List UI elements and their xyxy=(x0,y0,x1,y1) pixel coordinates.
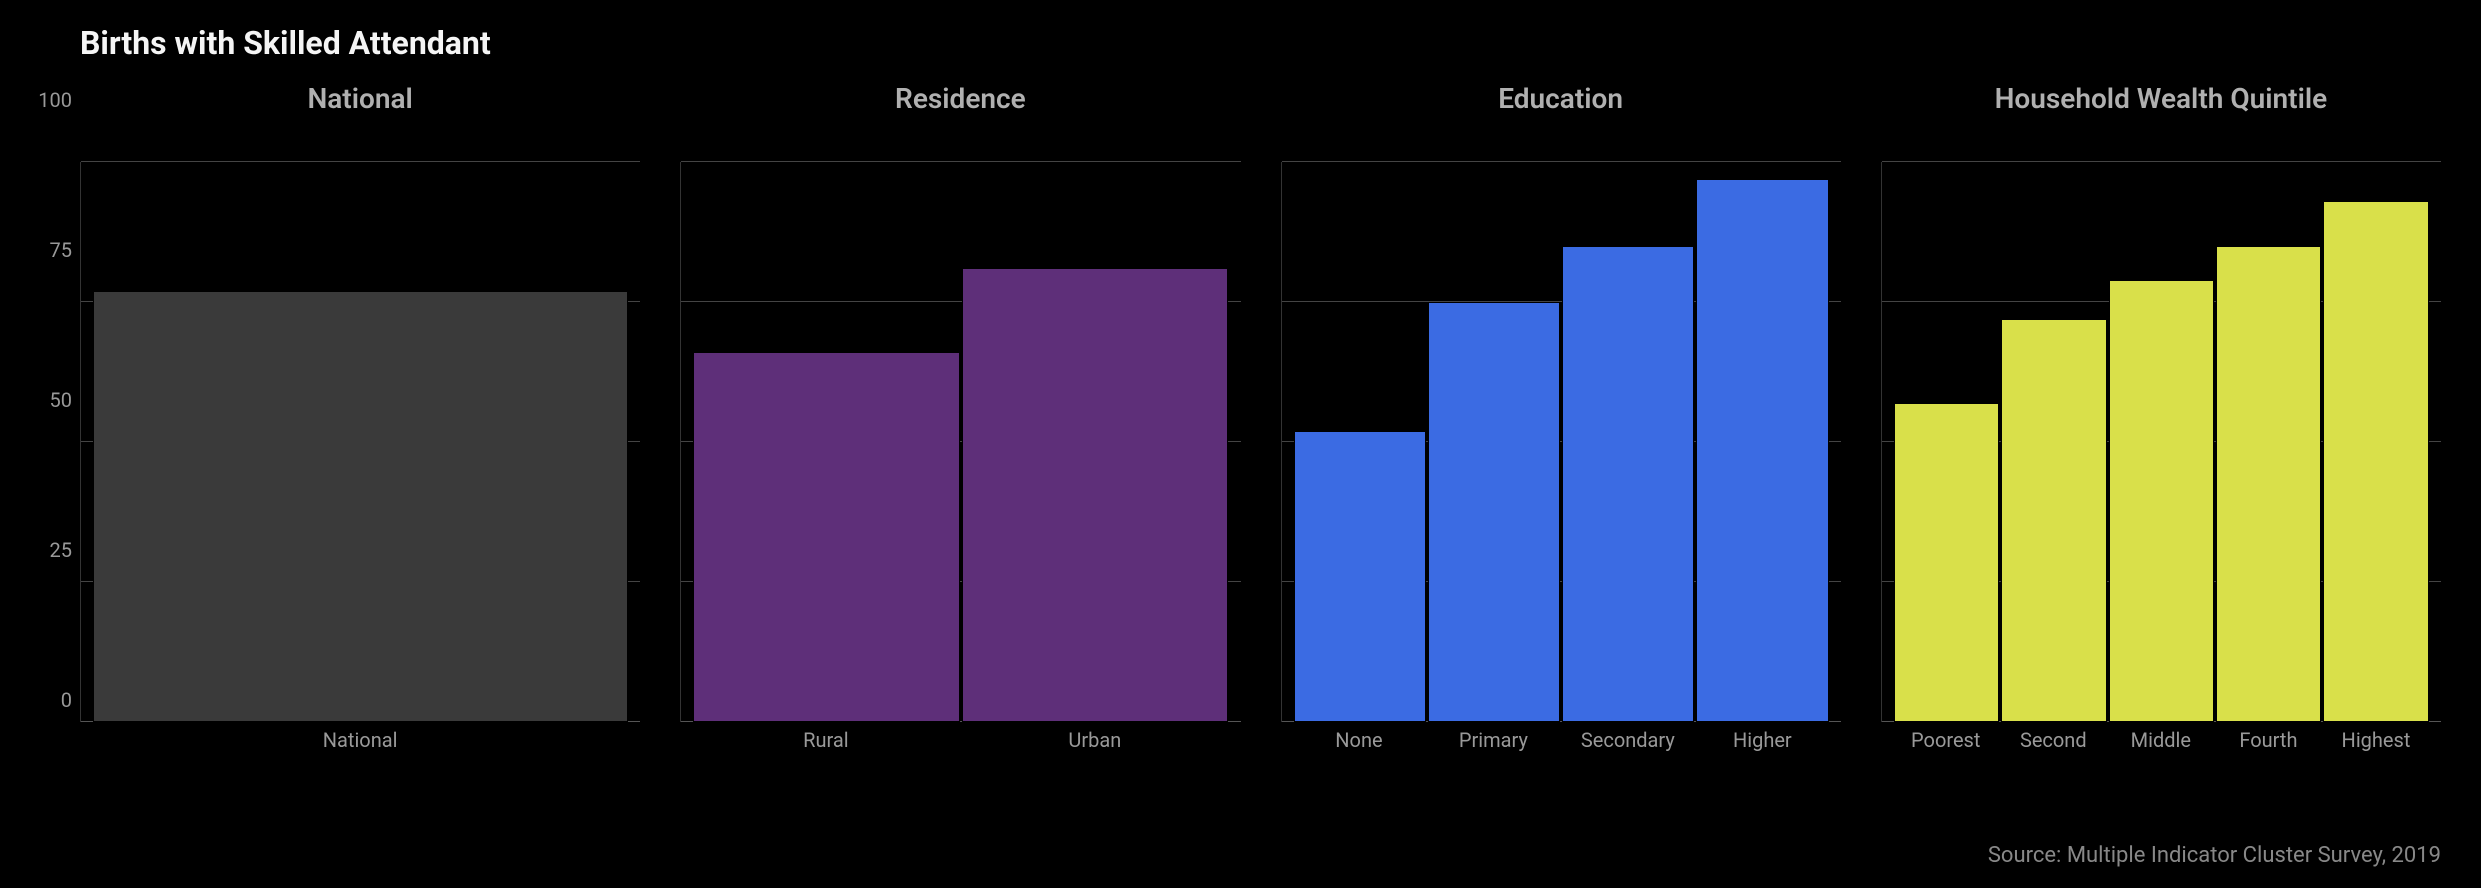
x-labels: PoorestSecondMiddleFourthHighest xyxy=(1881,728,2441,752)
y-tick: 0 xyxy=(32,688,72,712)
panel: National National xyxy=(80,72,640,752)
bars-group xyxy=(681,162,1240,722)
source-text: Source: Multiple Indicator Cluster Surve… xyxy=(1988,843,2441,868)
bar xyxy=(1294,431,1426,722)
y-tick: 75 xyxy=(32,238,72,262)
plot-area xyxy=(1281,162,1841,722)
bar xyxy=(93,291,628,722)
panel-title: Education xyxy=(1281,72,1841,162)
bar-wrap xyxy=(961,162,1229,722)
bar xyxy=(962,268,1228,722)
x-labels: RuralUrban xyxy=(680,728,1240,752)
panel: Residence RuralUrban xyxy=(680,72,1240,752)
x-label: Highest xyxy=(2322,728,2430,752)
bars-group xyxy=(1882,162,2441,722)
bar-wrap xyxy=(2108,162,2215,722)
y-tick: 50 xyxy=(32,388,72,412)
x-labels: NonePrimarySecondaryHigher xyxy=(1281,728,1841,752)
x-label: Secondary xyxy=(1561,728,1695,752)
x-label: None xyxy=(1292,728,1426,752)
x-label: Urban xyxy=(960,728,1229,752)
x-label: National xyxy=(91,728,629,752)
x-label: Second xyxy=(2000,728,2108,752)
bar-wrap xyxy=(92,162,629,722)
plot-area xyxy=(1881,162,2441,722)
plot-area xyxy=(680,162,1240,722)
bar xyxy=(2323,201,2428,722)
bar-wrap xyxy=(2000,162,2107,722)
panel-title: Household Wealth Quintile xyxy=(1881,72,2441,162)
x-label: Middle xyxy=(2107,728,2215,752)
chart-title: Births with Skilled Attendant xyxy=(80,24,2441,62)
x-label: Higher xyxy=(1695,728,1829,752)
bar xyxy=(1696,179,1828,722)
x-label: Poorest xyxy=(1892,728,2000,752)
bar-wrap xyxy=(2322,162,2429,722)
x-label: Rural xyxy=(691,728,960,752)
bar xyxy=(2001,319,2106,722)
y-axis: Percentage 0255075100 xyxy=(40,124,80,724)
bar-wrap xyxy=(1293,162,1427,722)
bar xyxy=(693,352,959,722)
panel: Household Wealth Quintile PoorestSecondMi… xyxy=(1881,72,2441,752)
bar-wrap xyxy=(1893,162,2000,722)
plot-area xyxy=(80,162,640,722)
panel: Education NonePrimarySecondaryHigher xyxy=(1281,72,1841,752)
bar-wrap xyxy=(1695,162,1829,722)
x-labels: National xyxy=(80,728,640,752)
bar xyxy=(2109,280,2214,722)
bar xyxy=(2216,246,2321,722)
bar xyxy=(1562,246,1694,722)
chart-container: Births with Skilled Attendant Percentage… xyxy=(0,0,2481,888)
y-tick: 100 xyxy=(32,88,72,112)
bar xyxy=(1894,403,1999,722)
bar-wrap xyxy=(692,162,960,722)
bar-wrap xyxy=(2215,162,2322,722)
y-tick: 25 xyxy=(32,538,72,562)
panels-row: National National Residence RuralUrban Educa… xyxy=(80,72,2441,752)
bar-wrap xyxy=(1427,162,1561,722)
bars-group xyxy=(81,162,640,722)
panel-title: National xyxy=(80,72,640,162)
panel-title: Residence xyxy=(680,72,1240,162)
x-label: Fourth xyxy=(2215,728,2323,752)
bar xyxy=(1428,302,1560,722)
bar-wrap xyxy=(1561,162,1695,722)
bars-group xyxy=(1282,162,1841,722)
x-label: Primary xyxy=(1426,728,1560,752)
